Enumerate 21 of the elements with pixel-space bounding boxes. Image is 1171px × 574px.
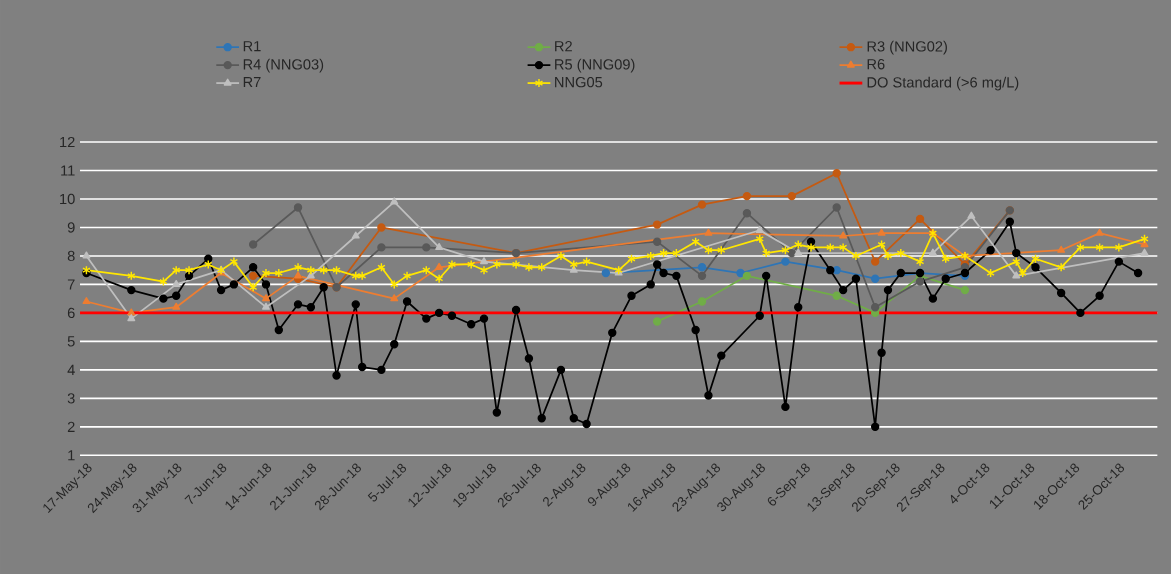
legend-label: R2 xyxy=(555,41,572,52)
legend-label: NNG05 xyxy=(555,76,603,88)
y-tick-label: 8 xyxy=(67,250,75,262)
y-tick-label: 4 xyxy=(67,364,75,375)
y-tick-label: 5 xyxy=(67,336,75,347)
legend-label: R5 (NNG09) xyxy=(555,58,635,73)
legend-label: R1 xyxy=(243,41,261,52)
y-tick-label: 1 xyxy=(68,450,75,461)
y-tick-label: 11 xyxy=(61,165,75,176)
legend-label: R6 xyxy=(867,59,885,70)
y-tick-label: 6 xyxy=(67,307,75,319)
y-tick-label: 10 xyxy=(60,193,75,205)
y-tick-label: 2 xyxy=(67,421,75,432)
y-tick-label: 9 xyxy=(67,222,75,233)
legend-label: DO Standard (>6 mg/L) xyxy=(867,76,1019,91)
y-tick-label: 7 xyxy=(67,279,75,290)
legend-label: R3 (NNG02) xyxy=(867,40,947,55)
y-tick-label: 3 xyxy=(67,393,75,404)
legend-label: R4 (NNG03) xyxy=(243,58,324,73)
y-tick-label: 12 xyxy=(60,136,75,148)
legend-label: R7 xyxy=(243,77,261,88)
